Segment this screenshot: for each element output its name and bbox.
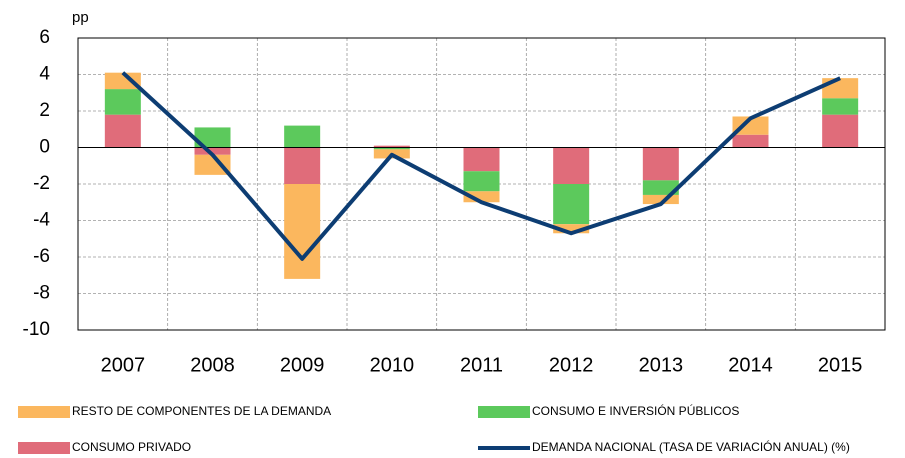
bar-segment bbox=[104, 114, 141, 148]
bar-segment bbox=[732, 116, 769, 135]
y-tick-label: 0 bbox=[39, 137, 50, 158]
bar-segment bbox=[373, 147, 410, 150]
bar-segment bbox=[463, 191, 500, 203]
y-tick-label: -2 bbox=[33, 173, 50, 194]
legend-label: RESTO DE COMPONENTES DE LA DEMANDA bbox=[72, 404, 331, 418]
bar-segment bbox=[732, 134, 769, 148]
y-axis-label: pp bbox=[72, 9, 89, 26]
bar-segment bbox=[284, 184, 321, 279]
x-tick-label: 2015 bbox=[818, 354, 863, 376]
bar-segment bbox=[642, 194, 679, 205]
x-tick-label: 2013 bbox=[639, 354, 684, 376]
legend-label: CONSUMO PRIVADO bbox=[72, 440, 191, 454]
bar-segment bbox=[463, 147, 500, 172]
x-tick-label: 2009 bbox=[280, 354, 325, 376]
y-tick-label: 6 bbox=[39, 27, 50, 48]
bar-segment bbox=[553, 147, 590, 184]
bar-segment bbox=[104, 89, 141, 115]
legend-swatch bbox=[478, 406, 530, 418]
bar-segment bbox=[373, 145, 410, 148]
bar-segment bbox=[642, 180, 679, 195]
bar-segment bbox=[194, 154, 231, 175]
bar-segment bbox=[463, 171, 500, 192]
bar-segment bbox=[642, 147, 679, 181]
bar-segment bbox=[284, 125, 321, 148]
legend-swatch bbox=[18, 442, 70, 454]
bar-segment bbox=[822, 78, 859, 99]
legend-label: CONSUMO E INVERSIÓN PÚBLICOS bbox=[532, 403, 739, 418]
bar-segment bbox=[194, 147, 231, 155]
bar-segment bbox=[194, 127, 231, 148]
x-tick-label: 2012 bbox=[549, 354, 594, 376]
y-tick-label: -4 bbox=[33, 210, 50, 231]
bar-segment bbox=[284, 147, 321, 184]
x-tick-label: 2008 bbox=[190, 354, 235, 376]
bar-segment bbox=[553, 224, 590, 234]
y-tick-label: -10 bbox=[23, 319, 50, 340]
line-series bbox=[121, 71, 841, 261]
y-tick-label: 4 bbox=[39, 64, 50, 85]
bar-segment bbox=[822, 114, 859, 148]
x-tick-label: 2014 bbox=[728, 354, 773, 376]
legend-swatch bbox=[18, 406, 70, 418]
y-tick-label: 2 bbox=[39, 100, 50, 121]
x-tick-label: 2010 bbox=[370, 354, 415, 376]
bar-segment bbox=[822, 98, 859, 115]
y-tick-label: -6 bbox=[33, 246, 50, 267]
x-tick-label: 2011 bbox=[460, 354, 503, 376]
x-tick-label: 2007 bbox=[101, 354, 146, 376]
y-tick-label: -8 bbox=[33, 283, 50, 304]
legend-label: DEMANDA NACIONAL (TASA DE VARIACIÓN ANUA… bbox=[532, 439, 850, 454]
bar-segment bbox=[104, 72, 141, 90]
plot-border bbox=[77, 37, 886, 331]
bar-segment bbox=[553, 184, 590, 225]
